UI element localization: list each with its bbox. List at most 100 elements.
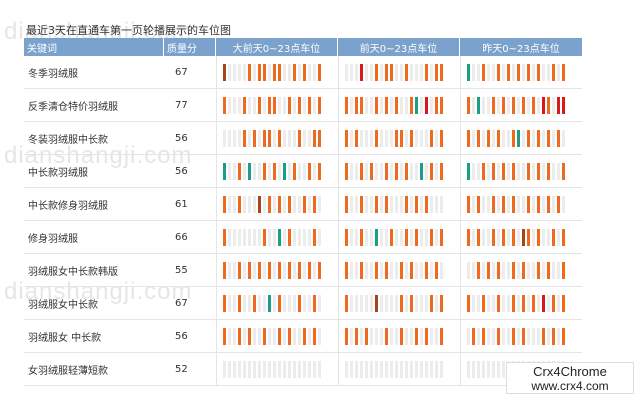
hour-slot-bar: [223, 327, 226, 345]
rank-cell: 67: [175, 297, 188, 309]
hour-slot-bar: [268, 327, 271, 345]
hour-slot-bar: [562, 162, 565, 180]
hour-slot-bar: [345, 360, 348, 378]
hour-slot-bar: [512, 63, 515, 81]
hour-slot-bar: [228, 294, 231, 312]
hour-slot-bar: [355, 360, 358, 378]
hour-slot-bar: [527, 63, 530, 81]
hour-slot-bar: [350, 327, 353, 345]
hour-slot-bar: [233, 360, 236, 378]
hour-slot-bar: [238, 162, 241, 180]
hour-slot-bar: [410, 228, 413, 246]
hour-slot-bar: [487, 129, 490, 147]
hour-slot-bar: [435, 228, 438, 246]
hour-slot-bar: [253, 327, 256, 345]
hour-slot-bar: [308, 261, 311, 279]
hour-slot-bar: [492, 261, 495, 279]
hour-slot-bar: [400, 162, 403, 180]
hour-slot-bar: [283, 228, 286, 246]
hour-slot-bar: [293, 360, 296, 378]
hour-slot-bar: [415, 129, 418, 147]
hour-slot-bar: [303, 228, 306, 246]
hour-slot-bar: [472, 96, 475, 114]
hour-slot-bar: [273, 360, 276, 378]
hour-slot-bar: [390, 261, 393, 279]
rank-cell: 55: [175, 264, 188, 276]
hour-slot-bar: [390, 327, 393, 345]
hour-slot-bar: [355, 162, 358, 180]
hour-slot-bar: [350, 261, 353, 279]
hour-slot-bar: [507, 195, 510, 213]
hour-slot-bar: [420, 294, 423, 312]
hour-slot-bar: [395, 129, 398, 147]
hour-slot-bar: [557, 294, 560, 312]
hour-slot-bar: [243, 129, 246, 147]
hour-slot-bar: [472, 294, 475, 312]
hour-slot-bar: [467, 294, 470, 312]
hour-slot-bar: [273, 294, 276, 312]
hour-slot-bar: [405, 294, 408, 312]
hour-slot-bar: [303, 360, 306, 378]
hour-slot-bar: [380, 228, 383, 246]
hour-slot-bar: [542, 294, 545, 312]
hour-slot-bar: [385, 162, 388, 180]
hour-slot-bar: [477, 360, 480, 378]
hour-slot-bar: [477, 129, 480, 147]
hour-slot-bar: [293, 129, 296, 147]
hour-slot-bar: [228, 129, 231, 147]
hour-slot-bar: [415, 228, 418, 246]
hour-slot-bar: [238, 360, 241, 378]
hour-slot-bar: [562, 327, 565, 345]
hour-slot-bar: [472, 195, 475, 213]
hour-slot-bar: [395, 162, 398, 180]
hour-slot-bar: [497, 63, 500, 81]
hour-slot-bar: [233, 63, 236, 81]
hour-slot-bar: [390, 228, 393, 246]
hour-slot-bar: [258, 261, 261, 279]
hour-slot-bar: [492, 162, 495, 180]
hour-slot-bar: [313, 327, 316, 345]
hour-slot-bar: [517, 162, 520, 180]
hour-slot-bar: [472, 162, 475, 180]
hour-slot-bar: [522, 63, 525, 81]
hour-slot-bar: [542, 96, 545, 114]
hour-slot-bar: [440, 261, 443, 279]
hour-slot-bar: [258, 360, 261, 378]
hour-slot-bar: [293, 96, 296, 114]
hour-slot-bar: [400, 228, 403, 246]
hour-slot-bar: [410, 360, 413, 378]
hour-slot-bar: [440, 360, 443, 378]
hour-slot-bar: [522, 294, 525, 312]
hour-slot-bar: [532, 129, 535, 147]
hour-slot-bar: [482, 195, 485, 213]
hour-slot-bar: [380, 327, 383, 345]
slot-cell-day1: [216, 254, 338, 286]
hour-slot-bar: [512, 228, 515, 246]
hour-slot-bar: [298, 96, 301, 114]
table-row: 修身羽绒服 66: [24, 221, 582, 254]
hour-slot-bar: [420, 96, 423, 114]
hour-slot-bar: [552, 63, 555, 81]
hour-slot-bar: [365, 63, 368, 81]
hour-slot-bar: [365, 261, 368, 279]
hour-slot-bar: [497, 228, 500, 246]
hour-slot-bar: [492, 228, 495, 246]
hour-slot-bar: [527, 129, 530, 147]
hour-slot-bar: [405, 195, 408, 213]
hour-slot-bar: [440, 129, 443, 147]
hour-slot-bar: [532, 228, 535, 246]
hour-slot-bar: [303, 63, 306, 81]
hour-slot-bar: [547, 261, 550, 279]
hour-slot-bar: [238, 327, 241, 345]
hour-slot-bar: [345, 162, 348, 180]
hour-slot-bar: [552, 294, 555, 312]
hour-slot-bar: [293, 63, 296, 81]
hour-slot-bar: [365, 228, 368, 246]
hour-slot-bar: [308, 162, 311, 180]
hour-slot-bar: [258, 129, 261, 147]
hour-slot-bar: [552, 96, 555, 114]
hour-slot-bar: [278, 294, 281, 312]
hour-slot-bar: [375, 96, 378, 114]
hour-slot-bar: [253, 294, 256, 312]
hour-slot-bar: [298, 195, 301, 213]
